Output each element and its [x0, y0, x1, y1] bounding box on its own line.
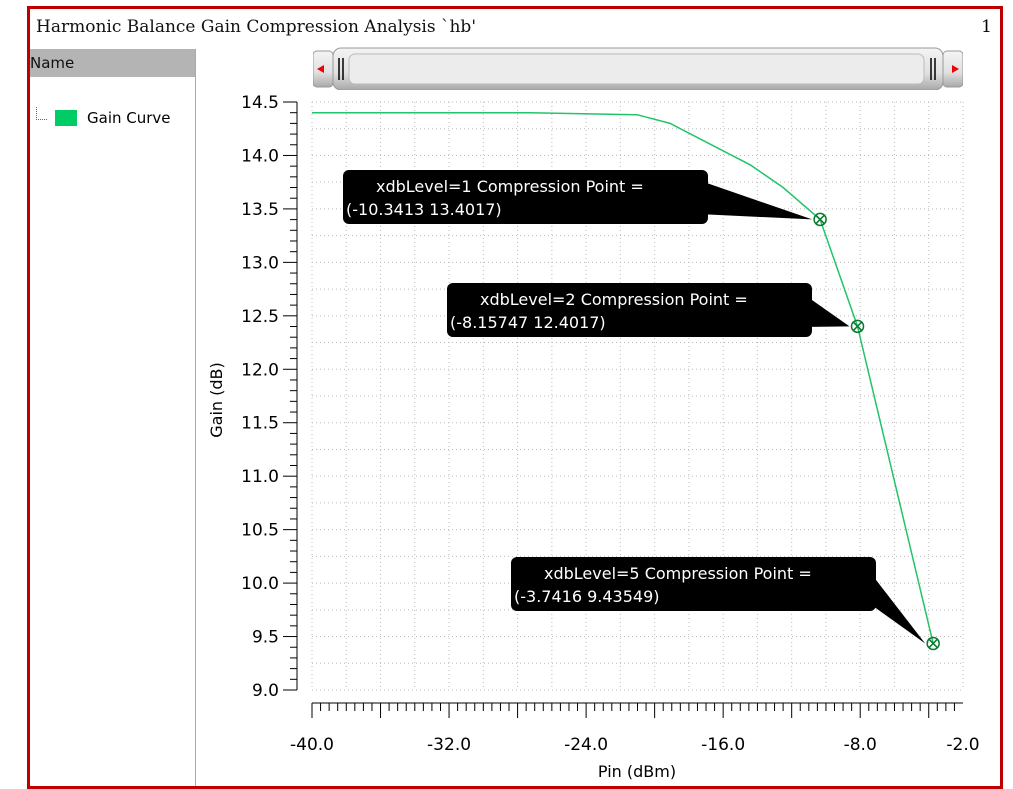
legend-item-gain-curve[interactable]: Gain Curve: [36, 106, 171, 127]
window-title: Harmonic Balance Gain Compression Analys…: [36, 17, 476, 37]
tree-connector: [36, 106, 47, 120]
plot-window: Harmonic Balance Gain Compression Analys…: [27, 6, 1003, 789]
scroll-thumb-inner: [348, 53, 925, 85]
horizontal-scrollbar[interactable]: [313, 46, 963, 90]
arrow-right-icon: [952, 65, 959, 73]
name-column-header[interactable]: Name: [30, 49, 195, 77]
legend-label: Gain Curve: [87, 109, 171, 127]
legend-swatch: [55, 110, 77, 126]
page-number: 1: [981, 17, 992, 37]
legend-panel: Name Gain Curve: [30, 49, 196, 786]
arrow-left-icon: [317, 65, 324, 73]
